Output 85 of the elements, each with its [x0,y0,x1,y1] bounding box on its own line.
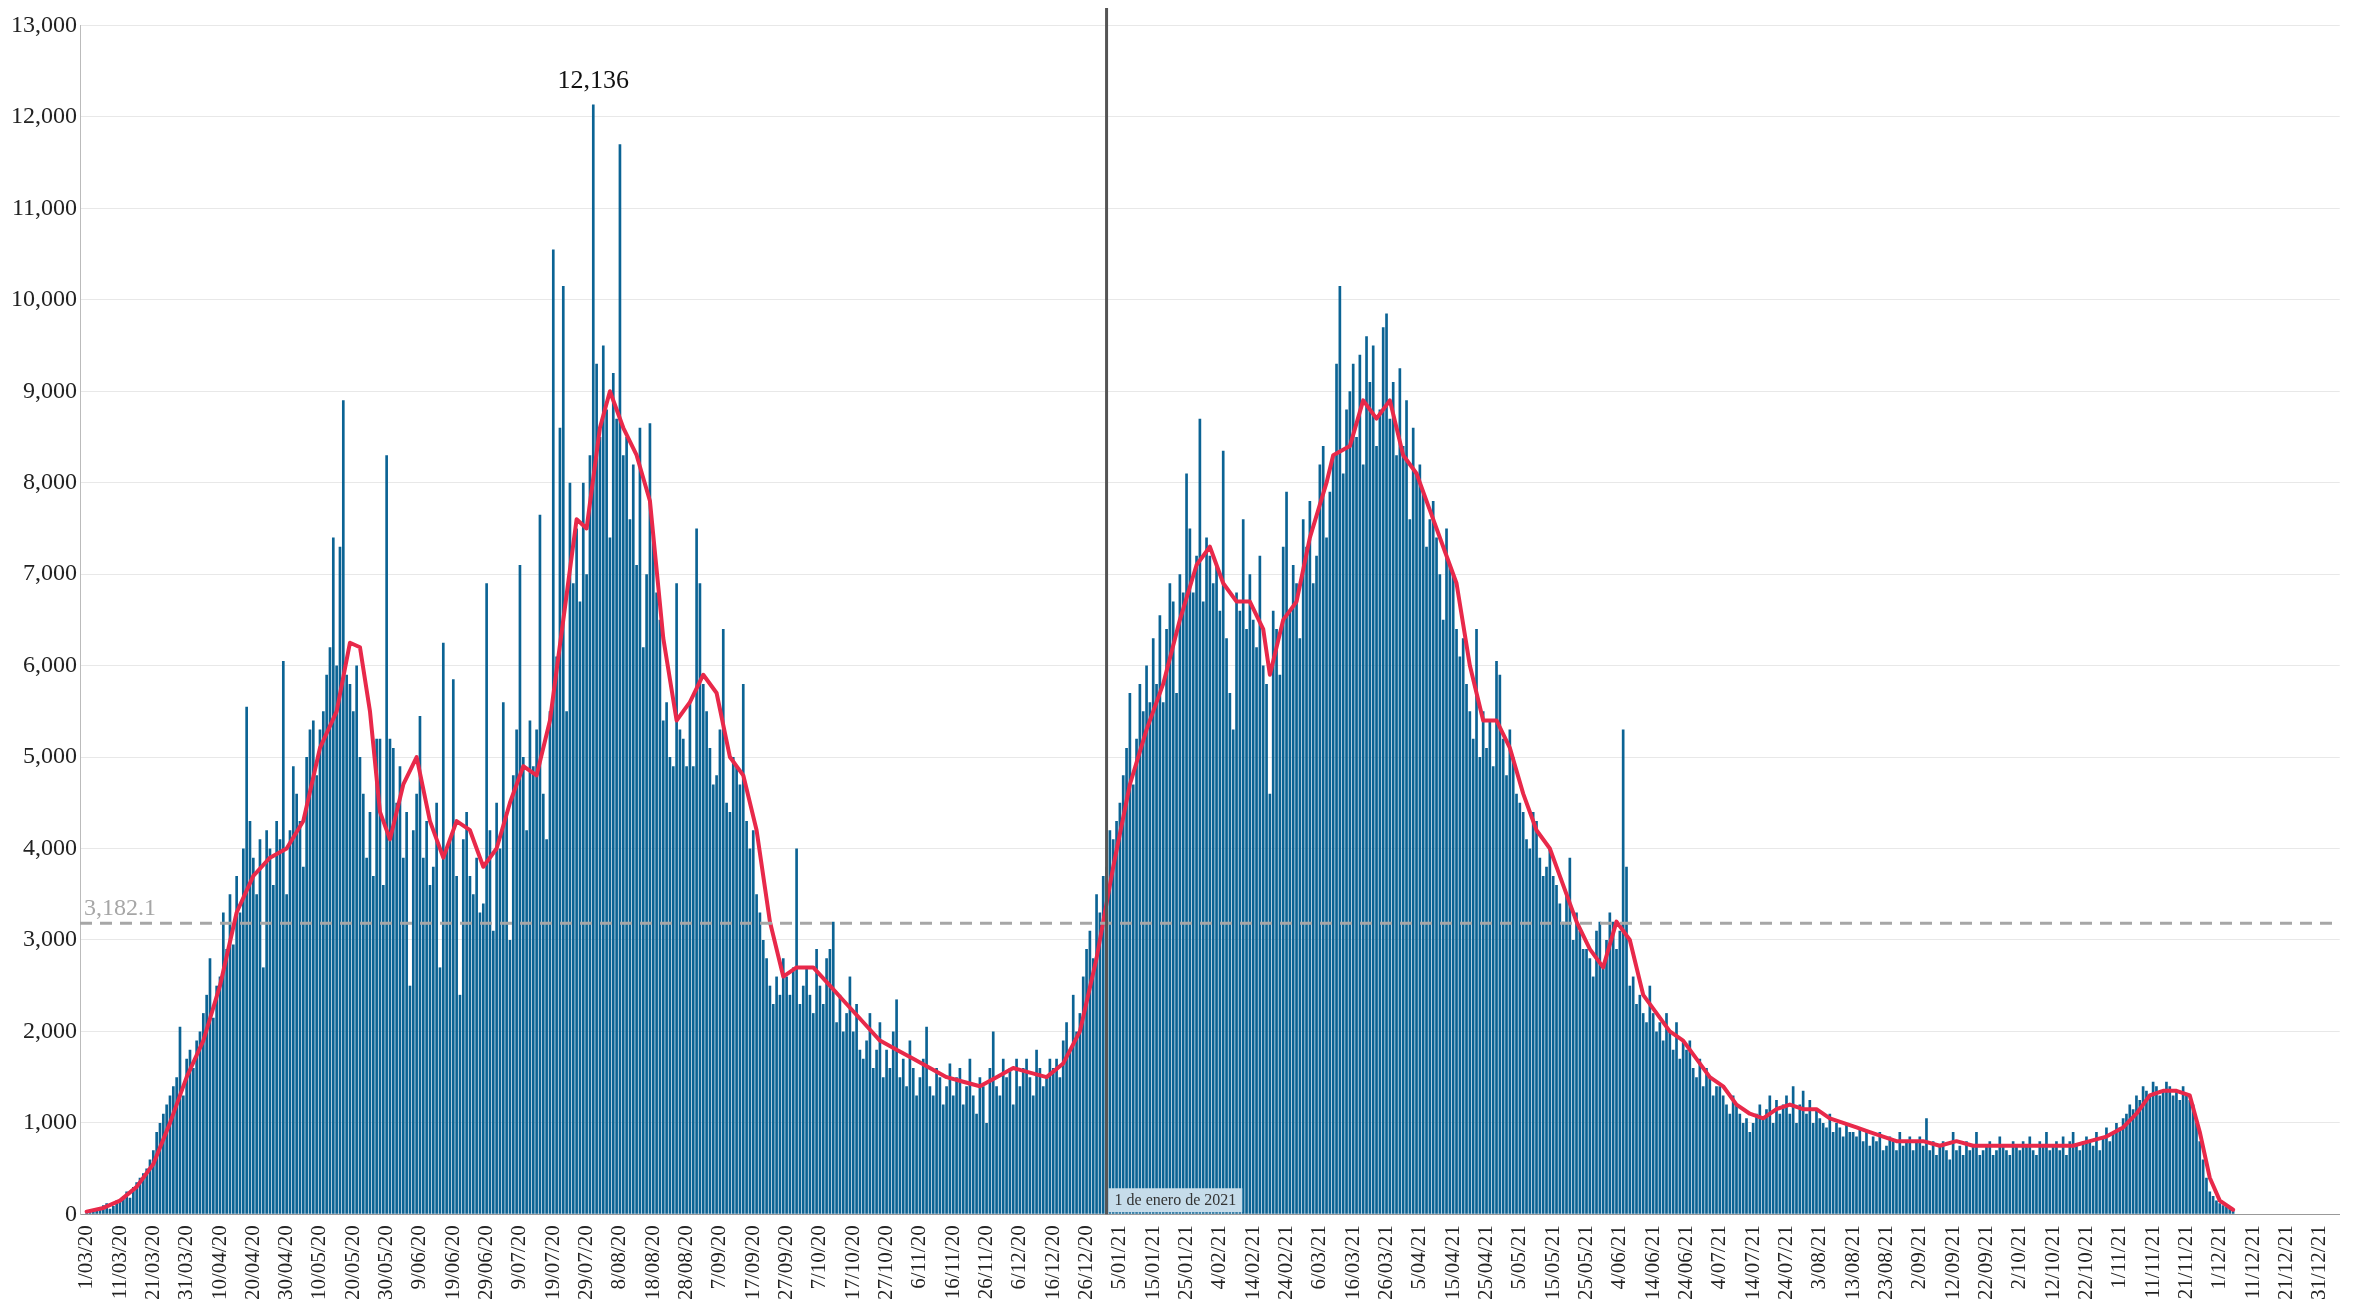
x-tick-label: 20/04/20 [239,1225,264,1300]
annotation: 12,136 [557,65,630,95]
x-tick-label: 12/09/21 [1939,1225,1964,1300]
x-tick-label: 19/07/20 [539,1225,564,1300]
ref-line-label: 3,182.1 [84,893,156,920]
x-tick-label: 15/04/21 [1439,1225,1464,1300]
x-tick-label: 3/08/21 [1806,1225,1831,1290]
x-tick-label: 30/05/20 [373,1225,398,1300]
x-tick-label: 9/07/20 [506,1225,531,1290]
x-tick-label: 18/08/20 [639,1225,664,1300]
x-tick-label: 12/10/21 [2039,1225,2064,1300]
x-tick-label: 24/06/21 [1673,1225,1698,1300]
x-tick-label: 6/11/20 [906,1225,931,1289]
x-tick-label: 25/04/21 [1473,1225,1498,1300]
x-tick-label: 16/12/20 [1039,1225,1064,1300]
x-tick-label: 28/08/20 [673,1225,698,1300]
x-tick-label: 11/12/21 [2239,1225,2264,1300]
x-tick-label: 14/07/21 [1739,1225,1764,1300]
x-tick-label: 14/06/21 [1639,1225,1664,1300]
x-tick-label: 21/11/21 [2172,1225,2197,1300]
y-tick-label: 8,000 [23,467,77,494]
y-tick-label: 7,000 [23,559,77,586]
x-tick-label: 2/09/21 [1906,1225,1931,1290]
y-tick-label: 13,000 [11,10,77,37]
x-tick-label: 27/10/20 [873,1225,898,1300]
x-tick-label: 26/12/20 [1073,1225,1098,1300]
x-tick-label: 29/07/20 [573,1225,598,1300]
y-tick-label: 4,000 [23,833,77,860]
x-tick-label: 15/01/21 [1139,1225,1164,1300]
x-tick-label: 15/05/21 [1539,1225,1564,1300]
x-tick-label: 30/04/20 [273,1225,298,1300]
ref-line-label: 1 de enero de 2021 [1114,1190,1237,1208]
x-tick-label: 6/03/21 [1306,1225,1331,1290]
x-tick-label: 4/02/21 [1206,1225,1231,1290]
x-tick-label: 31/03/20 [173,1225,198,1300]
x-tick-label: 31/12/21 [2306,1225,2331,1300]
x-tick-label: 7/10/20 [806,1225,831,1290]
x-tick-label: 6/12/20 [1006,1225,1031,1290]
x-tick-label: 11/11/21 [2139,1225,2164,1299]
x-tick-label: 16/03/21 [1339,1225,1364,1300]
y-tick-label: 1,000 [23,1108,77,1135]
y-tick-label: 12,000 [11,102,77,129]
x-tick-label: 24/07/21 [1773,1225,1797,1300]
y-tick-label: 2,000 [23,1016,77,1043]
x-tick-label: 19/06/20 [439,1225,464,1300]
x-tick-label: 26/03/21 [1373,1225,1398,1300]
x-tick-label: 5/04/21 [1406,1225,1431,1290]
x-tick-label: 4/07/21 [1706,1225,1731,1290]
x-tick-label: 17/10/20 [839,1225,864,1300]
x-tick-label: 11/03/20 [106,1225,131,1300]
x-tick-label: 25/05/21 [1573,1225,1598,1300]
x-tick-label: 22/10/21 [2072,1225,2097,1300]
y-tick-label: 11,000 [11,193,77,220]
y-tick-label: 9,000 [23,376,77,403]
x-tick-label: 17/09/20 [739,1225,764,1300]
x-tick-label: 25/01/21 [1173,1225,1198,1300]
x-tick-label: 27/09/20 [773,1225,798,1300]
x-tick-label: 16/11/20 [939,1225,964,1300]
x-tick-label: 9/06/20 [406,1225,431,1290]
x-tick-label: 29/06/20 [473,1225,498,1300]
x-tick-label: 26/11/20 [973,1225,998,1300]
x-tick-label: 8/08/20 [606,1225,631,1290]
y-tick-label: 5,000 [23,742,77,769]
x-tick-label: 7/09/20 [706,1225,731,1290]
x-tick-label: 20/05/20 [339,1225,364,1300]
x-tick-label: 1/11/21 [2106,1225,2131,1289]
x-tick-label: 10/04/20 [206,1225,231,1300]
y-tick-label: 10,000 [11,285,77,312]
y-tick-label: 3,000 [23,925,77,952]
y-tick-label: 0 [65,1199,77,1226]
x-tick-label: 23/08/21 [1872,1225,1897,1300]
x-tick-label: 14/02/21 [1239,1225,1264,1300]
x-tick-label: 24/02/21 [1273,1225,1298,1300]
x-tick-label: 21/03/20 [139,1225,164,1300]
x-tick-label: 1/03/20 [73,1225,98,1290]
x-tick-label: 10/05/20 [306,1225,331,1300]
x-tick-label: 21/12/21 [2272,1225,2297,1300]
x-tick-label: 1/12/21 [2206,1225,2231,1290]
y-tick-label: 6,000 [23,650,77,677]
x-tick-label: 13/08/21 [1839,1225,1864,1300]
x-tick-label: 22/09/21 [1972,1225,1997,1300]
x-tick-label: 2/10/21 [2006,1225,2031,1290]
x-tick-label: 5/05/21 [1506,1225,1531,1290]
x-tick-label: 4/06/21 [1606,1225,1631,1290]
x-tick-label: 5/01/21 [1106,1225,1131,1290]
